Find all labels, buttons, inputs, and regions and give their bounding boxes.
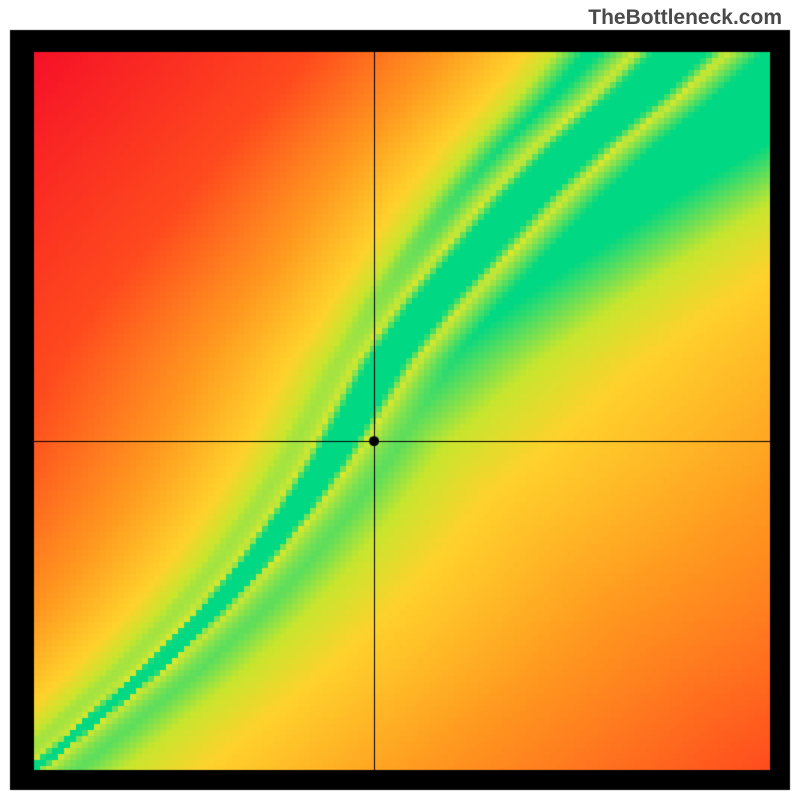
heatmap-canvas [0,0,800,800]
chart-container: TheBottleneck.com [0,0,800,800]
watermark-text: TheBottleneck.com [588,6,782,30]
